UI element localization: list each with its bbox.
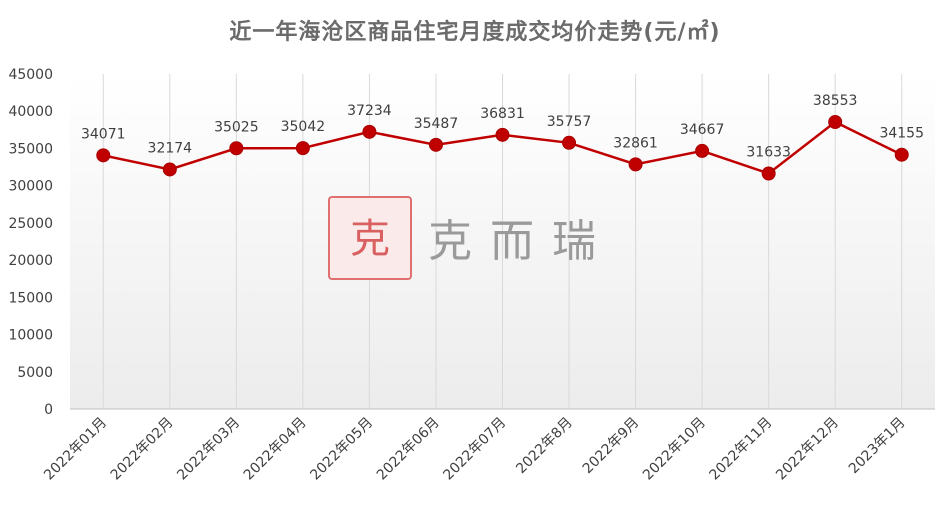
y-axis: 0 5000 10000 15000 20000 25000 30000 35000 40000… xyxy=(8,67,53,418)
x-tick-label: 2022年9月 xyxy=(580,415,643,478)
data-label: 34667 xyxy=(680,122,725,138)
x-tick-label: 2022年06月 xyxy=(374,415,443,484)
data-label: 37234 xyxy=(347,103,392,119)
y-tick-label: 45000 xyxy=(8,67,53,83)
data-point xyxy=(894,147,909,162)
data-labels: 34071 32174 35025 35042 37234 35487 36831 35757… xyxy=(81,93,924,161)
watermark-seal-text: 克 xyxy=(350,216,390,262)
data-point xyxy=(695,143,710,158)
data-label: 32861 xyxy=(613,135,658,151)
x-tick-label: 2022年05月 xyxy=(307,415,376,484)
data-point xyxy=(96,148,111,163)
x-tick-label: 2023年1月 xyxy=(846,415,909,478)
chart-title: 近一年海沧区商品住宅月度成交均价走势(元/㎡) xyxy=(229,20,721,45)
data-point xyxy=(628,157,643,172)
data-point xyxy=(162,162,177,177)
watermark-seal xyxy=(328,196,412,280)
data-label: 34071 xyxy=(81,126,126,142)
y-tick-label: 15000 xyxy=(8,290,53,306)
x-axis: 2022年01月2022年02月2022年03月2022年04月2022年05月… xyxy=(41,408,935,484)
data-point xyxy=(295,141,310,156)
series-line xyxy=(96,114,909,181)
y-tick-label: 5000 xyxy=(17,365,53,381)
y-tick-label: 0 xyxy=(44,402,53,418)
data-label: 35025 xyxy=(214,119,259,135)
data-point xyxy=(761,166,776,181)
data-point xyxy=(362,124,377,139)
data-point xyxy=(428,137,443,152)
data-label: 36831 xyxy=(480,106,525,122)
x-tick-label: 2022年02月 xyxy=(108,415,177,484)
data-label: 32174 xyxy=(148,140,193,156)
data-label: 34155 xyxy=(879,126,924,142)
data-label: 35487 xyxy=(414,116,459,132)
x-tick-label: 2022年10月 xyxy=(640,415,709,484)
data-point xyxy=(229,141,244,156)
data-label: 35042 xyxy=(281,119,326,135)
x-tick-label: 2022年01月 xyxy=(41,415,110,484)
data-point xyxy=(495,127,510,142)
y-tick-label: 40000 xyxy=(8,104,53,120)
x-tick-label: 2022年8月 xyxy=(513,415,576,478)
data-label: 35757 xyxy=(547,114,592,130)
watermark: 克 克而瑞 xyxy=(328,196,614,280)
x-tick-label: 2022年04月 xyxy=(241,415,310,484)
data-label: 31633 xyxy=(746,145,791,161)
watermark-text: 克而瑞 xyxy=(428,216,614,267)
x-tick-label: 2022年07月 xyxy=(440,415,509,484)
data-point xyxy=(562,135,577,150)
x-tick-label: 2022年12月 xyxy=(773,415,842,484)
y-tick-label: 30000 xyxy=(8,179,53,195)
y-tick-label: 35000 xyxy=(8,141,53,157)
x-tick-label: 2022年11月 xyxy=(707,415,776,484)
y-tick-label: 20000 xyxy=(8,253,53,269)
y-tick-label: 25000 xyxy=(8,216,53,232)
data-point xyxy=(828,114,843,129)
data-label: 38553 xyxy=(813,93,858,109)
x-tick-label: 2022年03月 xyxy=(174,415,243,484)
y-tick-label: 10000 xyxy=(8,328,53,344)
